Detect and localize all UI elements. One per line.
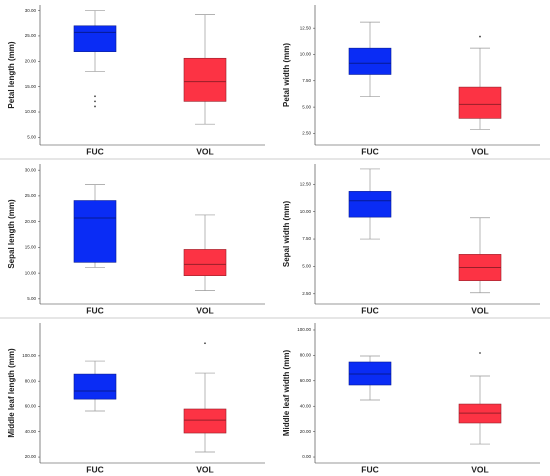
x-tick-label: VOL (471, 146, 488, 156)
x-tick-label: FUC (361, 464, 378, 474)
box (73, 373, 117, 400)
y-axis-label: Sepal width (mm) (282, 201, 291, 268)
y-tick-label: 20.00 (25, 454, 37, 459)
y-tick-label: 20.00 (25, 58, 37, 63)
y-tick-label: 10.00 (300, 209, 312, 214)
panel: Middle leaf width (mm) 0.00 20.00 40.00 60.0… (282, 323, 540, 474)
panel: Middle leaf length (mm) 20.00 40.00 60.00 80… (7, 323, 265, 474)
y-axis-label: Sepal length (mm) (7, 199, 16, 269)
x-tick-label: FUC (361, 305, 378, 315)
panel: Sepal width (mm) 2.50 5.00 7.50 10.00 12.50 FU… (282, 164, 540, 315)
outlier (204, 342, 206, 345)
panel: Petal width (mm) 2.50 5.00 7.50 10.00 12.50 FU… (282, 5, 540, 156)
box (458, 86, 502, 119)
y-tick-label: 60.00 (25, 404, 37, 409)
y-tick-label: 20.00 (25, 219, 37, 224)
box (183, 408, 227, 434)
y-tick-label: 15.00 (25, 84, 37, 89)
outlier (479, 352, 481, 354)
x-tick-label: FUC (86, 305, 103, 315)
x-tick-label: VOL (471, 305, 488, 315)
x-tick-label: VOL (196, 464, 213, 474)
box (183, 249, 227, 276)
x-tick-label: VOL (196, 146, 213, 156)
y-axis-label: Middle leaf length (mm) (7, 348, 16, 438)
outlier (94, 95, 96, 98)
y-tick-label: 20.00 (300, 429, 312, 434)
box (73, 200, 117, 263)
y-tick-label: 5.00 (302, 264, 311, 269)
y-tick-label: 5.00 (27, 296, 36, 301)
y-tick-label: 12.50 (300, 25, 312, 30)
box (73, 25, 117, 52)
panel: Sepal length (mm) 5.00 10.00 15.00 20.00 25.0… (7, 164, 265, 315)
x-tick-label: FUC (86, 464, 103, 474)
y-tick-label: 7.50 (302, 236, 311, 241)
y-tick-label: 40.00 (25, 429, 37, 434)
y-tick-label: 0.00 (302, 454, 311, 459)
y-axis-label: Petal width (mm) (282, 43, 291, 107)
outlier (94, 105, 96, 108)
y-tick-label: 10.00 (25, 109, 37, 114)
panel: Petal length (mm) 5.00 10.00 15.00 20.00 25.0… (7, 5, 265, 156)
y-tick-label: 30.00 (25, 167, 37, 172)
y-tick-label: 15.00 (25, 245, 37, 250)
box (183, 57, 227, 102)
box (348, 47, 392, 75)
box (348, 191, 392, 218)
y-tick-label: 80.00 (25, 378, 37, 383)
y-tick-label: 25.00 (25, 33, 37, 38)
outlier (94, 100, 96, 103)
y-tick-label: 2.50 (302, 291, 311, 296)
y-tick-label: 2.50 (302, 131, 311, 136)
y-tick-label: 30.00 (25, 8, 37, 13)
outlier (479, 35, 481, 38)
y-tick-label: 10.00 (25, 270, 37, 275)
y-tick-label: 100.00 (297, 327, 311, 332)
y-tick-label: 7.50 (302, 78, 311, 83)
x-tick-label: VOL (471, 464, 488, 474)
y-tick-label: 60.00 (300, 378, 312, 383)
x-tick-label: FUC (361, 146, 378, 156)
x-tick-label: VOL (196, 305, 213, 315)
y-tick-label: 100.00 (22, 353, 36, 358)
y-tick-label: 10.00 (300, 52, 312, 57)
y-tick-label: 40.00 (300, 403, 312, 408)
y-tick-label: 25.00 (25, 193, 37, 198)
y-tick-label: 5.00 (302, 104, 311, 109)
y-tick-label: 80.00 (300, 353, 312, 358)
y-tick-label: 12.50 (300, 181, 312, 186)
y-axis-label: Middle leaf width (mm) (282, 350, 291, 437)
x-tick-label: FUC (86, 146, 103, 156)
y-axis-label: Petal length (mm) (7, 41, 16, 108)
y-tick-label: 5.00 (27, 135, 36, 140)
